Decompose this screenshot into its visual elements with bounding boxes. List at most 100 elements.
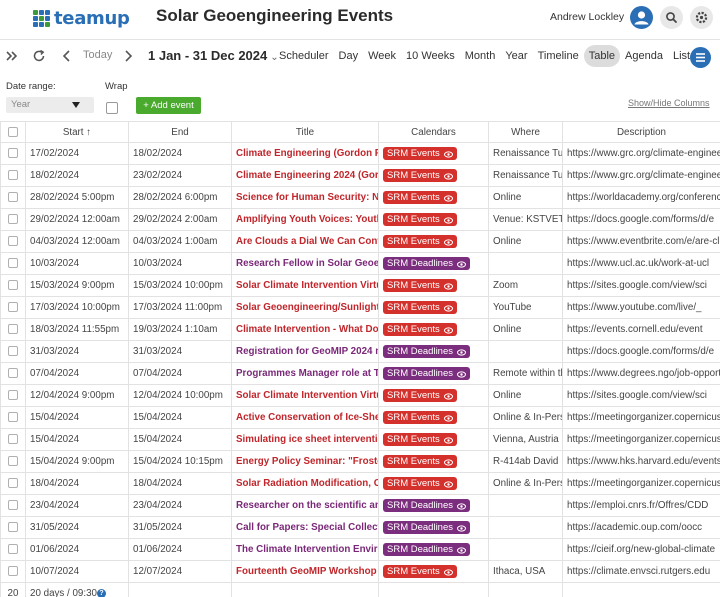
table-row[interactable]: 12/04/2024 9:00pm 12/04/2024 10:00pm Solar… — [0, 384, 720, 407]
tab-week[interactable]: Week — [368, 50, 397, 62]
tab-day[interactable]: Day — [338, 50, 359, 62]
refresh-icon[interactable] — [30, 47, 48, 65]
row-select-cell[interactable] — [0, 252, 26, 275]
event-title-link[interactable]: Climate Engineering (Gordon Research Con… — [231, 142, 379, 165]
row-checkbox[interactable] — [8, 390, 18, 401]
row-select-cell[interactable] — [0, 230, 26, 253]
table-row[interactable]: 15/04/2024 9:00pm 15/04/2024 10:15pm Energ… — [0, 450, 720, 473]
row-checkbox[interactable] — [8, 478, 18, 489]
table-row[interactable]: 28/02/2024 5:00pm 28/02/2024 6:00pm Scienc… — [0, 186, 720, 209]
row-select-cell[interactable] — [0, 538, 26, 561]
select-all-cell[interactable] — [0, 121, 26, 143]
row-checkbox[interactable] — [8, 544, 18, 555]
table-row[interactable]: 31/05/2024 31/05/2024 Call for Papers: Spe… — [0, 516, 720, 539]
help-icon[interactable]: ? — [97, 589, 106, 597]
row-checkbox[interactable] — [8, 346, 18, 357]
event-title-link[interactable]: Solar Geoengineering/Sunlight Reflection — [231, 296, 379, 319]
table-row[interactable]: 31/03/2024 31/03/2024 Registration for Geo… — [0, 340, 720, 363]
column-header-calendars[interactable]: Calendars — [378, 121, 489, 143]
search-icon[interactable] — [660, 6, 683, 29]
event-title-link[interactable]: Simulating ice sheet intervention — [231, 428, 379, 451]
calendar-badge[interactable]: SRM Deadlines — [383, 345, 470, 358]
calendar-badge[interactable]: SRM Events — [383, 235, 457, 248]
calendar-badge[interactable]: SRM Deadlines — [383, 257, 470, 270]
event-title-link[interactable]: Amplifying Youth Voices: Youth Perspecti… — [231, 208, 379, 231]
event-title-link[interactable]: Active Conservation of Ice-Sheets — [231, 406, 379, 429]
calendar-badge[interactable]: SRM Events — [383, 433, 457, 446]
row-checkbox[interactable] — [8, 214, 18, 225]
row-checkbox[interactable] — [8, 412, 18, 423]
row-select-cell[interactable] — [0, 362, 26, 385]
row-checkbox[interactable] — [8, 170, 18, 181]
row-select-cell[interactable] — [0, 340, 26, 363]
wrap-checkbox[interactable] — [106, 102, 118, 114]
table-row[interactable]: 04/03/2024 12:00am 04/03/2024 1:00am Are C… — [0, 230, 720, 253]
settings-gear-icon[interactable] — [690, 6, 713, 29]
event-title-link[interactable]: Climate Engineering 2024 (Gordon Researc… — [231, 164, 379, 187]
calendar-badge[interactable]: SRM Events — [383, 213, 457, 226]
tab-year[interactable]: Year — [505, 50, 528, 62]
tab-10-weeks[interactable]: 10 Weeks — [406, 50, 455, 62]
table-row[interactable]: 18/03/2024 11:55pm 19/03/2024 1:10am Clima… — [0, 318, 720, 341]
event-title-link[interactable]: Solar Radiation Modification, Climate — [231, 472, 379, 495]
event-title-link[interactable]: Are Clouds a Dial We Can Control — [231, 230, 379, 253]
previous-chevron-icon[interactable] — [58, 47, 76, 65]
table-row[interactable]: 18/02/2024 23/02/2024 Climate Engineering … — [0, 164, 720, 187]
row-checkbox[interactable] — [8, 192, 18, 203]
event-title-link[interactable]: Call for Papers: Special Collection — [231, 516, 379, 539]
row-checkbox[interactable] — [8, 236, 18, 247]
column-header-where[interactable]: Where — [488, 121, 563, 143]
table-row[interactable]: 15/04/2024 15/04/2024 Simulating ice sheet… — [0, 428, 720, 451]
table-row[interactable]: 10/07/2024 12/07/2024 Fourteenth GeoMIP Wo… — [0, 560, 720, 583]
row-checkbox[interactable] — [8, 258, 18, 269]
calendar-badge[interactable]: SRM Deadlines — [383, 367, 470, 380]
row-select-cell[interactable] — [0, 208, 26, 231]
row-select-cell[interactable] — [0, 384, 26, 407]
column-header-title[interactable]: Title — [231, 121, 379, 143]
table-row[interactable]: 07/04/2024 07/04/2024 Programmes Manager r… — [0, 362, 720, 385]
event-title-link[interactable]: Solar Climate Intervention Virtual — [231, 384, 379, 407]
tab-month[interactable]: Month — [464, 50, 496, 62]
date-range-picker[interactable]: 1 Jan - 31 Dec 2024 ⌄ — [148, 48, 279, 63]
event-title-link[interactable]: Research Fellow in Solar Geoengineering — [231, 252, 379, 275]
row-select-cell[interactable] — [0, 472, 26, 495]
row-checkbox[interactable] — [8, 456, 18, 467]
event-title-link[interactable]: The Climate Intervention Environmental — [231, 538, 379, 561]
today-button[interactable]: Today — [83, 49, 113, 61]
row-select-cell[interactable] — [0, 494, 26, 517]
row-select-cell[interactable] — [0, 142, 26, 165]
column-header-start[interactable]: Start ↑ — [25, 121, 129, 143]
calendar-badge[interactable]: SRM Events — [383, 323, 457, 336]
calendar-badge[interactable]: SRM Events — [383, 389, 457, 402]
event-title-link[interactable]: Fourteenth GeoMIP Workshop — [231, 560, 379, 583]
select-all-checkbox[interactable] — [8, 126, 18, 137]
row-select-cell[interactable] — [0, 274, 26, 297]
tab-timeline[interactable]: Timeline — [537, 50, 579, 62]
collapse-sidebar-icon[interactable] — [3, 47, 21, 65]
next-chevron-icon[interactable] — [119, 47, 137, 65]
add-event-button[interactable]: + Add event — [136, 97, 201, 114]
table-row[interactable]: 23/04/2024 23/04/2024 Researcher on the sc… — [0, 494, 720, 517]
row-select-cell[interactable] — [0, 318, 26, 341]
row-checkbox[interactable] — [8, 434, 18, 445]
table-row[interactable]: 17/03/2024 10:00pm 17/03/2024 11:00pm Sola… — [0, 296, 720, 319]
event-title-link[interactable]: Science for Human Security: Navigating — [231, 186, 379, 209]
table-row[interactable]: 10/03/2024 10/03/2024 Research Fellow in S… — [0, 252, 720, 275]
row-select-cell[interactable] — [0, 560, 26, 583]
user-name[interactable]: Andrew Lockley — [550, 11, 625, 23]
teamup-logo[interactable]: teamup — [33, 8, 130, 29]
calendar-badge[interactable]: SRM Events — [383, 301, 457, 314]
table-row[interactable]: 15/03/2024 9:00pm 15/03/2024 10:00pm Solar… — [0, 274, 720, 297]
row-select-cell[interactable] — [0, 516, 26, 539]
row-select-cell[interactable] — [0, 164, 26, 187]
tab-scheduler[interactable]: Scheduler — [279, 50, 329, 62]
calendar-badge[interactable]: SRM Deadlines — [383, 543, 470, 556]
row-checkbox[interactable] — [8, 500, 18, 511]
event-title-link[interactable]: Programmes Manager role at The — [231, 362, 379, 385]
calendar-badge[interactable]: SRM Events — [383, 147, 457, 160]
table-row[interactable]: 17/02/2024 18/02/2024 Climate Engineering … — [0, 142, 720, 165]
row-select-cell[interactable] — [0, 450, 26, 473]
calendar-badge[interactable]: SRM Deadlines — [383, 499, 470, 512]
menu-icon[interactable] — [690, 47, 711, 68]
row-select-cell[interactable] — [0, 296, 26, 319]
